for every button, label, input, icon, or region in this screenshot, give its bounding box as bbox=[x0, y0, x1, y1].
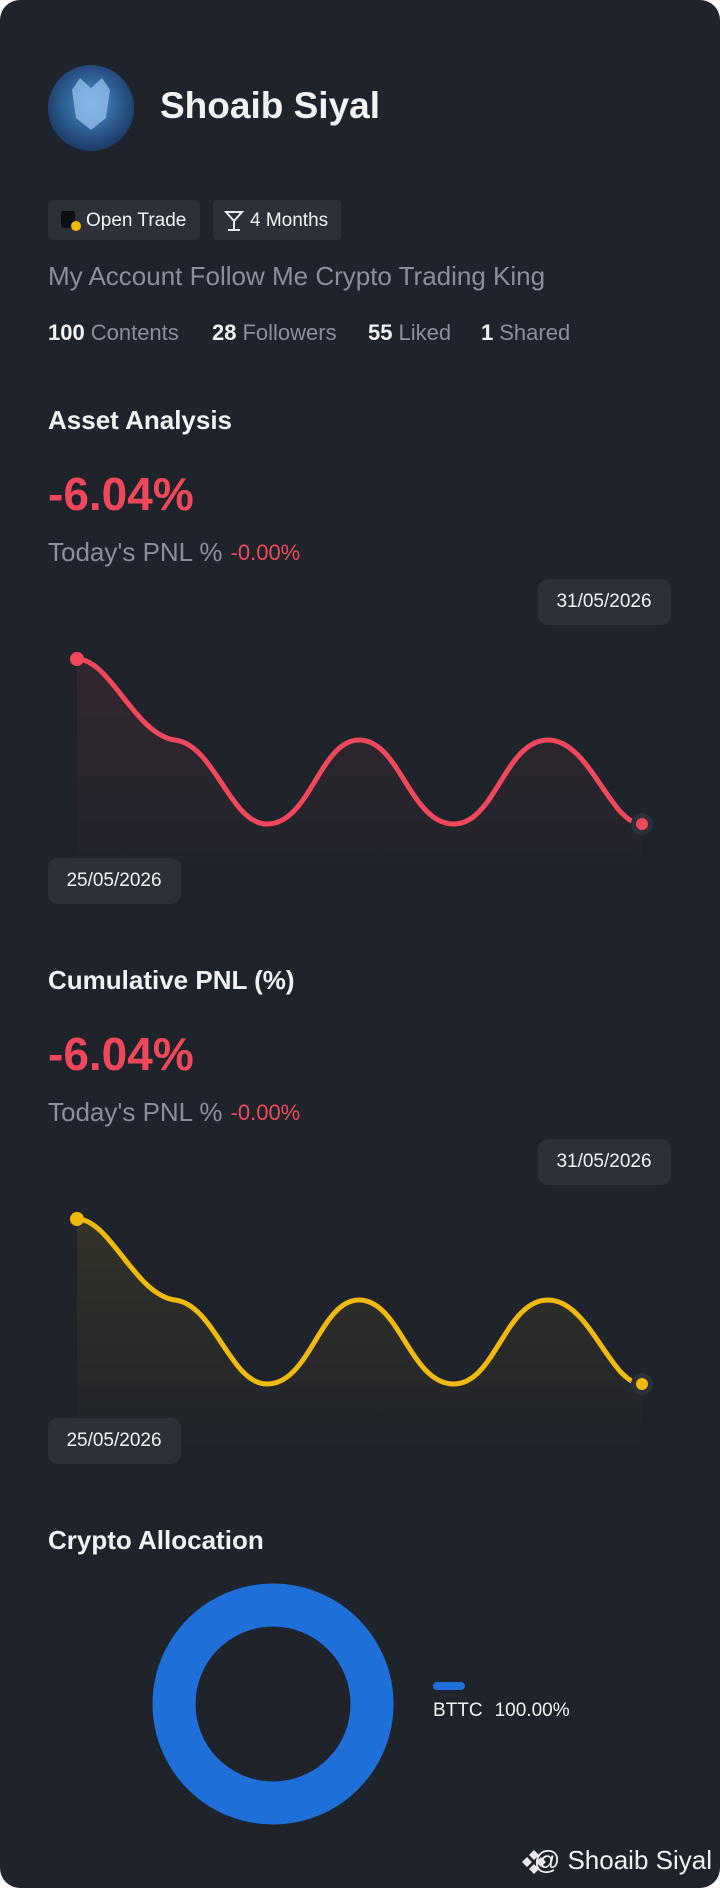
stat-count: 55 bbox=[368, 320, 392, 345]
end-date: 31/05/2026 bbox=[556, 591, 651, 612]
start-date: 25/05/2026 bbox=[66, 870, 161, 891]
date-pill bbox=[538, 579, 671, 625]
stat-label: Liked bbox=[398, 320, 451, 345]
today-value: -0.00% bbox=[231, 540, 301, 565]
tag-icon bbox=[61, 211, 75, 228]
footer-logo bbox=[522, 1850, 546, 1874]
legend-name: BTTC bbox=[433, 1700, 483, 1721]
stat: 1 Shared bbox=[481, 320, 570, 345]
tag-label: 4 Months bbox=[250, 210, 328, 231]
today-pnl: Today's PNL % -0.00% bbox=[48, 1097, 300, 1127]
today-pnl: Today's PNL % -0.00% bbox=[48, 537, 300, 567]
pnl-value: -6.04% bbox=[48, 1028, 194, 1080]
pnl-value: -6.04% bbox=[48, 468, 194, 520]
footer-handle: @ Shoaib Siyal bbox=[534, 1845, 712, 1875]
legend-share: 100.00% bbox=[495, 1700, 570, 1721]
date-pill bbox=[48, 1418, 181, 1464]
tag bbox=[213, 200, 341, 240]
section: Asset Analysis -6.04% Today's PNL % -0.00… bbox=[48, 405, 671, 904]
curve bbox=[76, 656, 643, 827]
today-label: Today's PNL % bbox=[48, 537, 223, 567]
date-pill bbox=[48, 858, 181, 904]
date-pill bbox=[538, 1139, 671, 1185]
legend-entry: BTTC 100.00% bbox=[433, 1700, 570, 1721]
stat: 100 Contents bbox=[48, 320, 179, 345]
legend-swatch bbox=[433, 1682, 465, 1690]
curve-area bbox=[77, 659, 642, 891]
profile-name: Shoaib Siyal bbox=[160, 85, 380, 126]
tag bbox=[48, 200, 200, 240]
start-date: 25/05/2026 bbox=[66, 1430, 161, 1451]
section-title: Asset Analysis bbox=[48, 405, 232, 435]
section-title: Crypto Allocation bbox=[48, 1525, 264, 1555]
curve-end-dot bbox=[636, 1378, 648, 1390]
curve bbox=[76, 1216, 643, 1387]
stat-label: Contents bbox=[91, 320, 179, 345]
stat: 28 Followers bbox=[212, 320, 337, 345]
stat-count: 100 bbox=[48, 320, 85, 345]
today-value: -0.00% bbox=[231, 1100, 301, 1125]
today-label: Today's PNL % bbox=[48, 1097, 223, 1127]
curve-start-dot bbox=[70, 1212, 84, 1226]
section-title: Cumulative PNL (%) bbox=[48, 965, 295, 995]
stat-count: 1 bbox=[481, 320, 493, 345]
curve-start-dot bbox=[70, 652, 84, 666]
section: Cumulative PNL (%) -6.04% Today's PNL % -… bbox=[48, 965, 671, 1464]
end-date: 31/05/2026 bbox=[556, 1151, 651, 1172]
stat-label: Followers bbox=[242, 320, 336, 345]
donut-ring bbox=[152, 1583, 394, 1825]
avatar-lion bbox=[72, 78, 110, 130]
tag-label: Open Trade bbox=[86, 210, 186, 231]
stat: 55 Liked bbox=[368, 320, 451, 345]
tag-icon bbox=[223, 211, 245, 231]
logo-shape bbox=[522, 1850, 546, 1874]
bio: My Account Follow Me Crypto Trading King bbox=[48, 261, 545, 291]
tag-icon-badge bbox=[71, 221, 81, 231]
stat-label: Shared bbox=[499, 320, 570, 345]
curve-end-dot bbox=[636, 818, 648, 830]
stat-count: 28 bbox=[212, 320, 236, 345]
curve-area bbox=[77, 1219, 642, 1451]
